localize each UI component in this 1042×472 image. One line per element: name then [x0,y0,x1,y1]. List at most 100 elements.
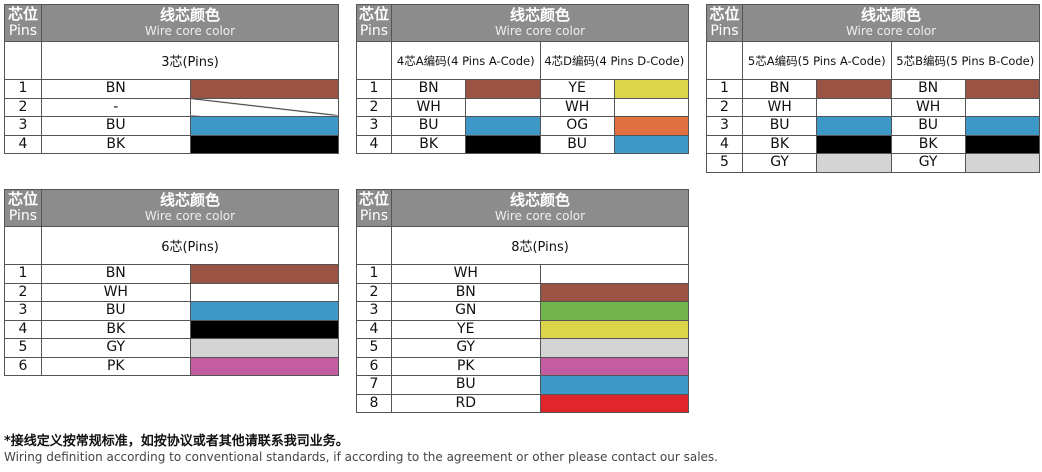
wire-color-header: 线芯颜色 Wire core color [40,189,340,227]
table-header-row: 芯位 Pins 线芯颜色 Wire core color [356,189,690,227]
pins-header: 芯位 Pins [4,189,42,227]
wiring-table-6pin: 芯位 Pins 线芯颜色 Wire core color 6芯(Pins) 1 BN 2 WH 3… [4,189,340,376]
pin-row: 5 GY [356,338,690,358]
wire-code: GY [391,338,541,358]
table-header-row: 芯位 Pins 线芯颜色 Wire core color [356,4,690,42]
wire-color-header: 线芯颜色 Wire core color [390,4,690,42]
pin-number: 1 [356,264,392,284]
pins-header: 芯位 Pins [706,4,743,42]
color-swatch-bu [465,116,541,136]
wire-code: RD [391,393,541,413]
wire-code: BU [391,375,541,395]
wire-color-header-en: Wire core color [845,24,937,38]
pin-number: 7 [356,375,392,395]
variant-blank [356,41,392,80]
wire-code: BK [741,134,818,154]
pin-number: 4 [706,134,743,154]
wire-code: WH [390,97,467,117]
wire-code: GY [890,153,966,173]
variant-blank [4,226,42,265]
variant-blank [4,41,42,80]
wiring-table-5pin: 芯位 Pins 线芯颜色 Wire core color 5芯A编码(5 Pins A-… [706,4,1041,173]
wire-code: BN [741,79,818,99]
pin-row: 3 BU [4,116,340,136]
color-swatch-bu [189,301,340,321]
pin-number: 6 [356,356,392,376]
pin-row: 4 BK BU [356,134,690,154]
table-header-row: 芯位 Pins 线芯颜色 Wire core color [4,189,340,227]
color-swatch-bu [613,134,690,154]
pins-header-cn: 芯位 [7,190,38,208]
wire-color-header-cn: 线芯颜色 [510,191,571,209]
pin-row: 3 BU [4,301,340,321]
pins-header-cn: 芯位 [358,5,389,23]
pin-row: 3 BU BU [706,116,1041,136]
wiring-table-3pin: 芯位 Pins 线芯颜色 Wire core color 3芯(Pins) 1 BN 2-3 B… [4,4,340,154]
wire-code: BN [890,79,966,99]
wire-color-header: 线芯颜色 Wire core color [741,4,1041,42]
variant-title: 3芯(Pins) [40,41,340,80]
wire-code: BN [41,264,191,284]
wire-color-header-en: Wire core color [144,209,236,223]
wire-color-header-en: Wire core color [494,24,586,38]
wiring-table-4pin: 芯位 Pins 线芯颜色 Wire core color 4芯A编码(4 Pins A-… [356,4,690,154]
wire-code: BU [890,116,966,136]
color-swatch-gn [539,301,690,321]
pin-row: 1 BN [4,79,340,99]
pin-row: 5 GY GY [706,153,1041,173]
pin-number: 3 [4,116,42,136]
pin-row: 1 BN BN [706,79,1041,99]
wire-code: BU [539,134,615,154]
pin-number: 3 [356,116,392,136]
color-swatch-wh [465,97,541,117]
pin-number: 2 [356,282,392,302]
color-swatch-bk [816,134,892,154]
pins-header: 芯位 Pins [356,189,392,227]
wire-code: BN [41,79,191,99]
pin-row: 4 BK [4,134,340,154]
pins-header-en: Pins [359,23,389,39]
wire-color-header-en: Wire core color [494,209,586,223]
pins-header-en: Pins [8,23,38,39]
color-swatch-bk [189,319,340,339]
wire-code: BN [390,79,467,99]
pin-number: 5 [4,338,42,358]
variant-blank [706,41,743,80]
color-swatch-bn [539,282,690,302]
color-swatch-bk [189,134,340,154]
wire-color-header: 线芯颜色 Wire core color [40,4,340,42]
color-swatch-wh [539,264,690,284]
color-swatch-bk [964,134,1041,154]
pin-row: 2 BN [356,282,690,302]
variant-title: 5芯B编码(5 Pins B-Code) [890,41,1041,80]
pin-row: 6 PK [356,356,690,376]
pin-row: 6 PK [4,356,340,376]
pin-number: 3 [356,301,392,321]
pin-row: 2 WH WH [706,97,1041,117]
color-swatch-gy [964,153,1041,173]
color-swatch-bn [189,264,340,284]
pins-header-en: Pins [359,208,389,224]
footnote-cn: *接线定义按常规标准，如按协议或者其他请联系我司业务。 [4,434,349,449]
variant-row: 8芯(Pins) [356,226,690,265]
wire-code: - [41,97,191,117]
wire-code: BU [41,116,191,136]
pin-row: 4 YE [356,319,690,339]
color-swatch-rd [539,393,690,413]
variant-title: 4芯A编码(4 Pins A-Code) [391,41,541,80]
wire-code: BK [890,134,966,154]
pin-row: 2 WH [4,282,340,302]
wire-code: BN [391,282,541,302]
wire-code: BK [41,319,191,339]
color-swatch-bk [465,134,541,154]
color-swatch-gy [539,338,690,358]
variant-row: 6芯(Pins) [4,226,340,265]
pin-number: 5 [356,338,392,358]
wire-color-header-cn: 线芯颜色 [160,6,221,24]
pin-row: 4 BK BK [706,134,1041,154]
wire-code: GY [741,153,818,173]
wire-color-header-cn: 线芯颜色 [861,6,922,24]
color-swatch-gy [189,338,340,358]
pins-header: 芯位 Pins [356,4,392,42]
pins-header-cn: 芯位 [7,5,38,23]
